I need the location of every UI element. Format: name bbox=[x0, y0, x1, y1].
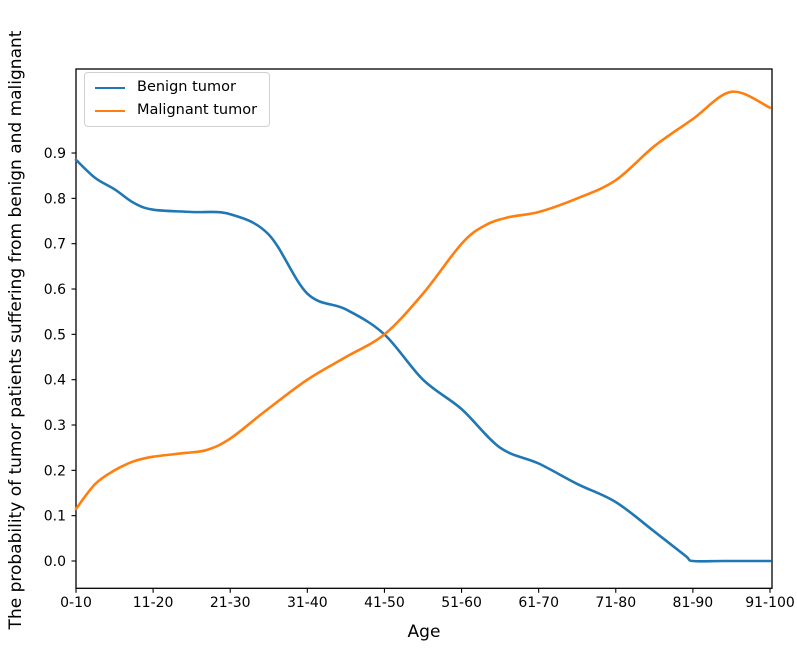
y-axis-label: The probability of tumor patients suffer… bbox=[6, 30, 26, 630]
x-tick-label: 81-90 bbox=[673, 595, 714, 611]
x-axis-label: Age bbox=[407, 622, 441, 642]
legend: Benign tumor Malignant tumor bbox=[84, 72, 271, 127]
x-tick-label: 71-80 bbox=[595, 595, 636, 611]
legend-label-benign: Benign tumor bbox=[137, 79, 236, 95]
benign-line-swatch bbox=[95, 86, 125, 89]
y-tick-label: 0.5 bbox=[44, 327, 66, 343]
legend-item-malignant: Malignant tumor bbox=[95, 101, 258, 119]
y-tick-label: 0.2 bbox=[44, 463, 66, 479]
x-tick-label: 61-70 bbox=[518, 595, 559, 611]
legend-item-benign: Benign tumor bbox=[95, 79, 257, 96]
x-tick-label: 0-10 bbox=[60, 595, 92, 611]
y-tick-label: 0.0 bbox=[44, 554, 66, 570]
malignant-line-swatch bbox=[95, 109, 125, 112]
x-tick-label: 21-30 bbox=[210, 595, 251, 611]
legend-label-malignant: Malignant tumor bbox=[137, 101, 258, 118]
x-tick-label: 41-50 bbox=[364, 595, 405, 611]
y-tick-label: 0.1 bbox=[44, 509, 66, 525]
x-tick-label: 51-60 bbox=[441, 595, 482, 611]
y-tick-label: 0.8 bbox=[44, 191, 66, 207]
y-tick-label: 0.6 bbox=[44, 282, 66, 298]
x-tick-label: 31-40 bbox=[287, 595, 328, 611]
x-tick-label: 11-20 bbox=[133, 595, 174, 611]
axes-frame bbox=[75, 68, 773, 589]
y-tick-label: 0.3 bbox=[44, 418, 66, 434]
y-tick-label: 0.9 bbox=[44, 146, 66, 162]
y-tick-label: 0.7 bbox=[44, 237, 66, 253]
x-tick-label: 91-100 bbox=[745, 595, 795, 611]
series-line-malignant-tumor bbox=[74, 90, 772, 511]
series-line-benign-tumor bbox=[74, 158, 772, 563]
y-tick-label: 0.4 bbox=[44, 373, 66, 389]
